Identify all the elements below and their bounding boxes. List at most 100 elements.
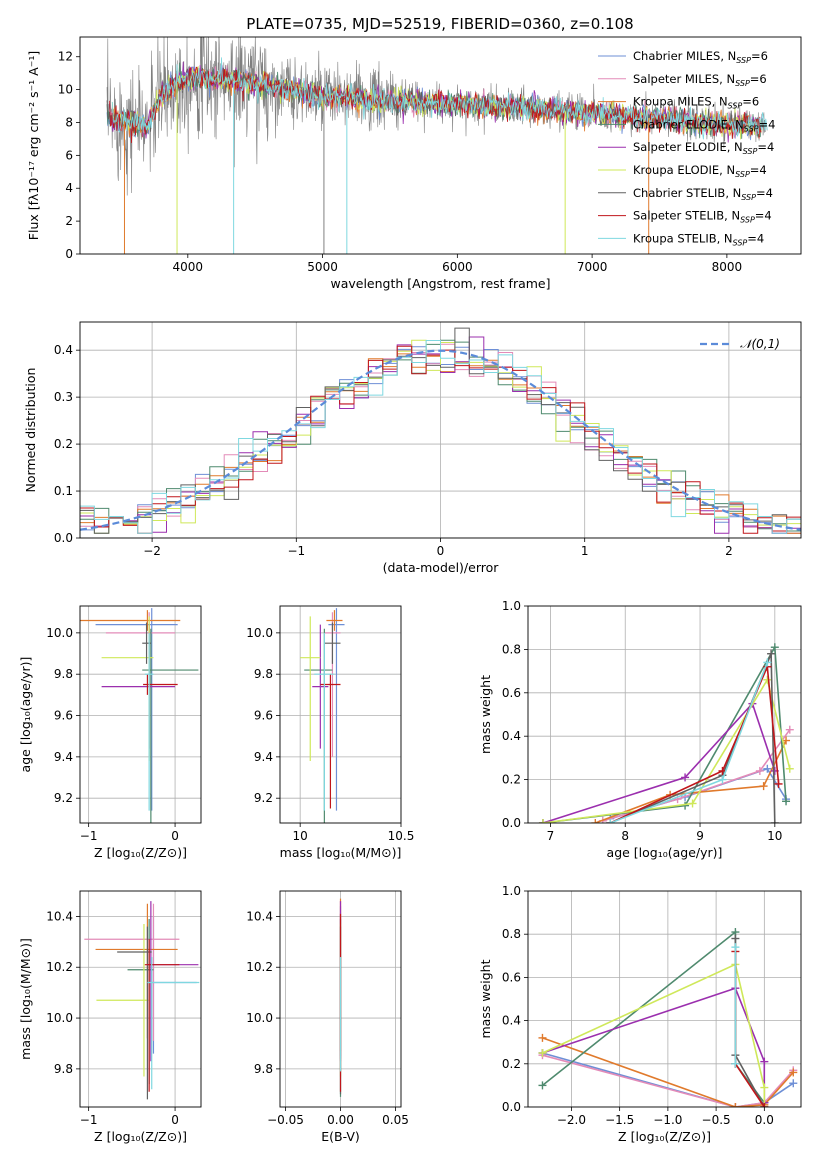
- legend-label-count: =4: [757, 140, 774, 154]
- y-tick-label: 0.3: [54, 390, 73, 404]
- plots: 4000 5000 6000 7000 8000024681012wavelength …: [18, 36, 802, 1144]
- legend-label-subscript: SSP: [740, 216, 755, 225]
- errorbar-point: [314, 632, 335, 811]
- weight-point-marker: [763, 764, 772, 773]
- errorbar-point: [328, 608, 345, 811]
- errorbar-point: [84, 903, 180, 1041]
- spectrum-model-line: [111, 57, 768, 140]
- weight-point-marker: [789, 1068, 798, 1077]
- errorbar-point: [304, 628, 333, 823]
- y-tick-label: 0.4: [54, 343, 73, 357]
- weight-point-marker: [763, 658, 772, 667]
- y-tick-label: 0.6: [502, 686, 521, 700]
- y-tick-label: 0.6: [502, 970, 521, 984]
- x-tick-label: 9: [696, 829, 704, 843]
- y-tick-label: 10.4: [46, 909, 73, 923]
- weight-point-marker: [731, 934, 740, 943]
- x-axis-label: mass [log₁₀(M/M⊙)]: [280, 845, 402, 860]
- legend-label-name: Salpeter STELIB, N: [633, 209, 740, 223]
- x-axis-label: Z [log₁₀(Z/Z⊙)]: [94, 845, 187, 860]
- x-tick-label: 1: [581, 544, 589, 558]
- weight-point-marker: [755, 766, 764, 775]
- weight-series: [731, 943, 740, 1068]
- weight-point-marker: [774, 779, 783, 788]
- errorbar-point: [324, 622, 341, 664]
- legend-label: 𝒩(0,1): [740, 337, 780, 351]
- legend-label-name: Salpeter MILES, N: [633, 72, 735, 86]
- residual-legend: 𝒩(0,1): [700, 337, 780, 351]
- weight-series: [538, 928, 769, 1107]
- residual-histogram: [80, 340, 801, 538]
- x-tick-label: −1: [80, 1113, 98, 1127]
- errorbar-point: [101, 624, 176, 749]
- legend-label: Salpeter STELIB, NSSP=4: [633, 209, 772, 225]
- weight-point-marker: [718, 775, 727, 784]
- x-tick-label: 10.5: [388, 829, 415, 843]
- y-axis-label: Normed distribution: [23, 368, 38, 493]
- weight-point-marker: [767, 649, 776, 658]
- legend-label-name: Chabrier ELODIE, N: [633, 117, 744, 131]
- weight-point-marker: [538, 1033, 547, 1042]
- y-tick-label: 10.0: [46, 626, 73, 640]
- weight-point-marker: [731, 943, 740, 952]
- y-tick-label: 0.4: [502, 729, 521, 743]
- legend-label-name: Kroupa MILES, N: [633, 95, 728, 109]
- y-tick-label: 0.0: [502, 816, 521, 830]
- y-tick-label: 9.4: [254, 750, 273, 764]
- x-axis-label: Z [log₁₀(Z/Z⊙)]: [94, 1129, 187, 1144]
- x-tick-label: 0.05: [382, 1113, 409, 1127]
- y-tick-label: 4: [65, 181, 73, 195]
- spectrum-legend: Chabrier MILES, NSSP=6 Salpeter MILES, N S…: [598, 49, 775, 247]
- errorbar-point: [146, 901, 199, 1062]
- axes-frame: [279, 890, 402, 1108]
- weight-series-line: [542, 963, 766, 1107]
- weight-point-marker: [591, 819, 600, 823]
- legend-label: Chabrier MILES, NSSP=6: [633, 49, 768, 65]
- y-tick-label: 0.8: [502, 642, 521, 656]
- weight-series: [606, 658, 772, 823]
- plot-area: [80, 891, 201, 1107]
- legend-label: Kroupa STELIB, NSSP=4: [633, 231, 764, 247]
- errorbar-point: [300, 616, 321, 761]
- weight-series-line: [595, 740, 787, 823]
- spectrum-model-line: [109, 66, 762, 144]
- x-tick-label: −1: [80, 829, 98, 843]
- weight-point-marker: [770, 819, 779, 823]
- panel-weight_z: −2.0 −1.5 −1.0 −0.5 0.0 0.0 0.2 0.4 0.6 0.8 1.0 Z […: [478, 884, 802, 1144]
- y-tick-label: 10.0: [246, 1011, 273, 1025]
- y-tick-label: 9.8: [254, 667, 273, 681]
- legend-label-subscript: SSP: [735, 170, 750, 179]
- legend-label-subscript: SSP: [728, 102, 743, 111]
- x-tick-label: 7: [547, 829, 555, 843]
- legend-label-name: Kroupa STELIB, N: [633, 231, 733, 245]
- y-tick-label: 9.8: [54, 667, 73, 681]
- legend-label-name: Salpeter ELODIE, N: [633, 140, 743, 154]
- y-tick-label: 10.2: [46, 960, 73, 974]
- legend-label: Kroupa ELODIE, NSSP=4: [633, 163, 767, 179]
- errorbar-point: [143, 674, 178, 695]
- errorbar-point: [117, 926, 152, 1100]
- errorbar-point: [147, 957, 200, 1090]
- weight-point-marker: [782, 797, 791, 806]
- legend-label-subscript: SSP: [743, 147, 758, 156]
- plot-area: [280, 606, 401, 823]
- x-tick-label: 7000: [577, 260, 608, 274]
- y-tick-label: 1.0: [502, 599, 521, 613]
- legend-label-count: =6: [742, 95, 759, 109]
- errorbar-point: [326, 610, 343, 631]
- weight-point-marker: [760, 1083, 769, 1092]
- legend-label: Salpeter ELODIE, NSSP=4: [633, 140, 774, 156]
- x-tick-label: 5000: [307, 260, 338, 274]
- y-tick-label: 9.6: [54, 709, 73, 723]
- y-tick-label: 9.8: [254, 1062, 273, 1076]
- x-axis-label: Z [log₁₀(Z/Z⊙)]: [618, 1129, 711, 1144]
- spectrum-model-line: [106, 66, 763, 136]
- plot-area: [80, 606, 201, 823]
- axes-frame: [79, 890, 202, 1108]
- x-tick-label: 8: [621, 829, 629, 843]
- panel-spectrum: 4000 5000 6000 7000 8000 0 2 4 6 8 10 12 wavelength …: [26, 36, 802, 291]
- x-axis-label: (data-model)/error: [383, 560, 500, 575]
- axes-frame: [279, 605, 402, 824]
- x-tick-label: 0: [171, 1113, 179, 1127]
